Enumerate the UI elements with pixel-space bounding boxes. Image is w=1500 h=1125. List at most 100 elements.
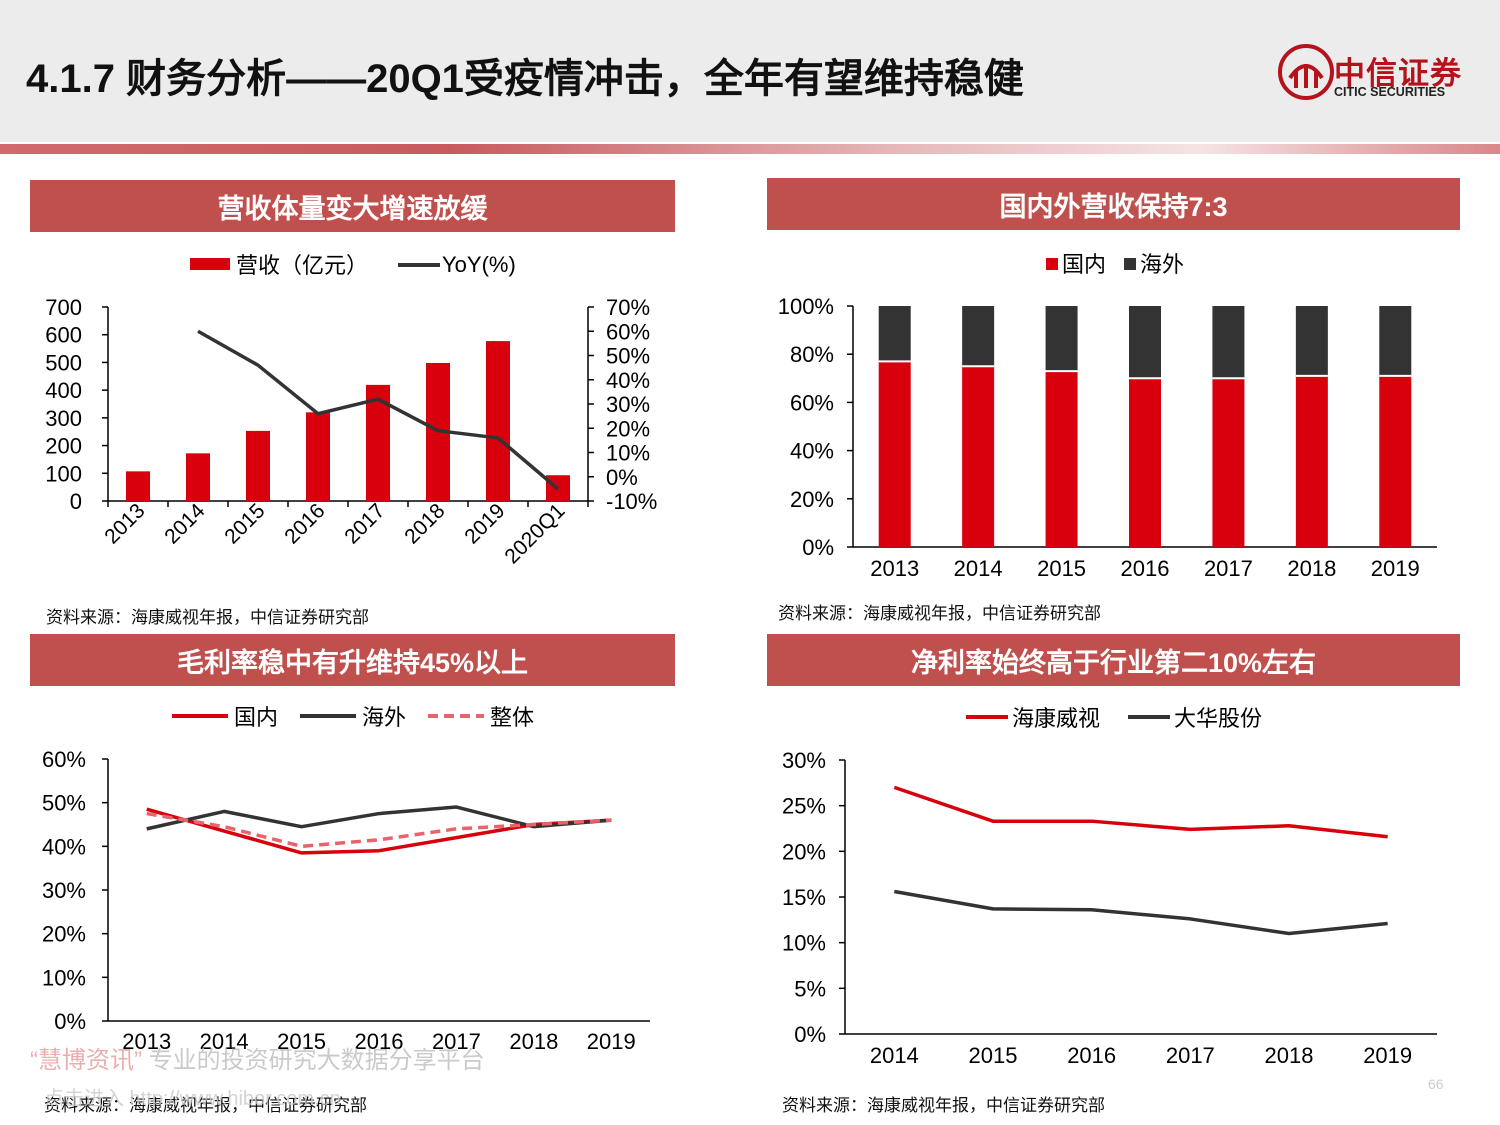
page-number: 66 (1428, 1076, 1444, 1092)
bar-domestic (1129, 378, 1161, 547)
y-tick-label-right: 30% (606, 392, 650, 417)
y-tick-label: 5% (794, 976, 826, 1001)
y-tick-label-left: 0 (70, 489, 82, 514)
y-tick-label-right: 40% (606, 368, 650, 393)
legend-swatch-revenue (190, 258, 230, 270)
bar-overseas (1379, 306, 1412, 376)
bar-domestic (1379, 375, 1412, 547)
bar-domestic (962, 366, 995, 547)
x-tick-label: 2013 (122, 1029, 171, 1054)
x-tick-label: 2016 (355, 1029, 404, 1054)
x-tick-label: 2014 (870, 1043, 919, 1068)
x-tick-label: 2015 (277, 1029, 326, 1054)
x-tick-label: 2018 (509, 1029, 558, 1054)
bar-overseas (962, 306, 995, 367)
legend-label-dahua: 大华股份 (1174, 706, 1262, 731)
y-tick-label-left: 700 (45, 295, 82, 320)
y-tick-label: 50% (42, 791, 86, 816)
watermark-slogan: “慧博资讯” 专业的投资研究大数据分享平台 (30, 1040, 485, 1075)
x-tick-label: 2017 (432, 1029, 481, 1054)
legend-label-domestic: 国内 (234, 705, 278, 730)
y-tick-label-right: 70% (606, 295, 650, 320)
legend-label-overseas: 海外 (362, 705, 406, 730)
y-tick-label: 40% (42, 834, 86, 859)
legend-label-overseas: 海外 (1140, 252, 1184, 277)
y-tick-label-left: 100 (45, 461, 82, 486)
watermark-text: 专业的投资研究大数据分享平台 (141, 1047, 485, 1074)
bar-revenue (486, 341, 510, 501)
header-divider (0, 144, 1500, 154)
y-tick-label-right: 10% (606, 441, 650, 466)
line-total (146, 811, 612, 849)
legend-label-hikvision: 海康威视 (1012, 706, 1100, 731)
watermark-brand: “慧博资讯” (30, 1047, 142, 1074)
y-tick-label: 20% (782, 839, 826, 864)
x-tick-label: 2014 (954, 556, 1003, 581)
y-tick-label: 30% (782, 748, 826, 773)
y-tick-label: 60% (790, 390, 834, 415)
panel3-title: 毛利率稳中有升维持45%以上 (30, 634, 675, 686)
x-tick-label: 2019 (1371, 556, 1420, 581)
panel4-title: 净利率始终高于行业第二10%左右 (767, 634, 1460, 686)
panel2-source: 资料来源：海康威视年报，中信证券研究部 (778, 604, 1101, 623)
x-tick-label: 2019 (587, 1029, 636, 1054)
x-tick-label: 2014 (200, 1029, 249, 1054)
watermark-url: 点击进入 http://www.hibor.com.cn (44, 1088, 341, 1110)
bar-overseas (1295, 306, 1328, 376)
bar-domestic (878, 361, 911, 547)
y-tick-label: 10% (42, 965, 86, 990)
y-tick-label: 0% (54, 1009, 86, 1034)
x-tick-label: 2019 (1363, 1043, 1412, 1068)
y-tick-label-left: 500 (45, 350, 82, 375)
x-tick-label: 2015 (969, 1043, 1018, 1068)
bar-revenue (306, 412, 330, 501)
y-tick-label: 100% (778, 294, 834, 319)
x-tick-label: 2015 (1037, 556, 1086, 581)
y-tick-label-right: 0% (606, 465, 638, 490)
y-tick-label-left: 600 (45, 323, 82, 348)
y-tick-label-left: 400 (45, 378, 82, 403)
bar-revenue (186, 453, 210, 501)
bar-revenue (246, 430, 270, 501)
line-dahua (894, 889, 1388, 936)
y-tick-label-right: 60% (606, 319, 650, 344)
y-tick-label: 20% (42, 922, 86, 947)
x-tick-label: 2013 (870, 556, 919, 581)
y-tick-label: 60% (42, 747, 86, 772)
y-tick-label: 10% (782, 931, 826, 956)
x-tick-label: 2017 (1204, 556, 1253, 581)
x-tick-label: 2016 (1121, 556, 1170, 581)
page-title: 4.1.7 财务分析——20Q1受疫情冲击，全年有望维持稳健 (26, 57, 1024, 101)
y-tick-label: 25% (782, 794, 826, 819)
y-tick-label: 15% (782, 885, 826, 910)
y-tick-label-right: 50% (606, 344, 650, 369)
panel2-title: 国内外营收保持7:3 (767, 178, 1460, 230)
line-overseas (146, 805, 612, 831)
line-yoy (197, 329, 560, 491)
y-tick-label: 80% (790, 342, 834, 367)
legend-label-domestic: 国内 (1062, 252, 1106, 277)
bar-domestic (1212, 378, 1245, 547)
logo-chinese-text: 中信证券 (1334, 56, 1462, 91)
y-tick-label-left: 200 (45, 434, 82, 459)
legend-label-yoy: YoY(%) (442, 252, 516, 277)
x-tick-label: 2017 (1166, 1043, 1215, 1068)
y-tick-label: 30% (42, 878, 86, 903)
citic-logo: 中信证券 CITIC SECURITIES (1276, 42, 1476, 104)
bar-revenue (126, 471, 150, 501)
legend-swatch-overseas (1124, 258, 1136, 270)
legend-swatch-domestic (1046, 258, 1058, 270)
citic-logo-icon (1278, 44, 1334, 100)
panel3-source: 资料来源：海康威视年报，中信证券研究部 (44, 1096, 367, 1115)
bar-domestic (1295, 375, 1328, 547)
line-hikvision (893, 785, 1388, 839)
panel1-title: 营收体量变大增速放缓 (30, 180, 675, 232)
bar-overseas (1212, 306, 1245, 379)
panel1-source: 资料来源：海康威视年报，中信证券研究部 (46, 608, 369, 627)
header-band: 4.1.7 财务分析——20Q1受疫情冲击，全年有望维持稳健 中信证券 CITI… (0, 0, 1500, 142)
legend-label-revenue: 营收（亿元） (236, 253, 368, 278)
y-tick-label: 20% (790, 487, 834, 512)
